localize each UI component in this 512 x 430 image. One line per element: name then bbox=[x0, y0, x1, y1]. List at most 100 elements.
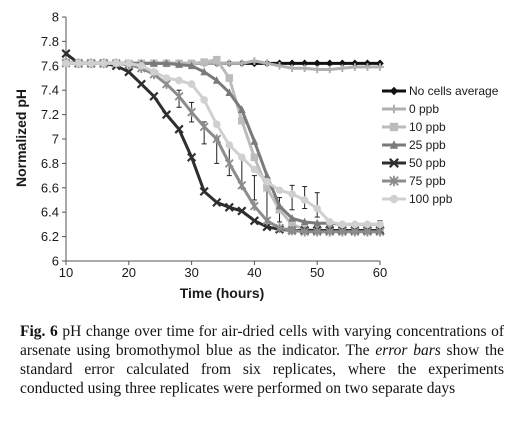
point bbox=[376, 63, 384, 71]
point bbox=[250, 165, 259, 174]
point bbox=[288, 59, 296, 68]
legend-item: No cells average bbox=[382, 84, 499, 98]
point bbox=[325, 59, 334, 68]
point bbox=[375, 226, 385, 237]
point bbox=[174, 91, 184, 102]
point bbox=[175, 60, 183, 68]
point bbox=[325, 65, 334, 74]
point bbox=[389, 175, 399, 187]
point bbox=[389, 158, 399, 168]
caption-text-2: show the standard error calculated from … bbox=[20, 342, 504, 397]
x-tick-label: 20 bbox=[122, 265, 136, 280]
point bbox=[175, 76, 183, 85]
point bbox=[238, 105, 246, 114]
series-lines bbox=[61, 49, 385, 237]
point bbox=[161, 110, 172, 120]
point bbox=[262, 215, 272, 226]
legend: No cells average 0 ppb 10 ppb 25 ppb 50 ppb 7… bbox=[382, 84, 499, 206]
legend-item: 50 ppb bbox=[382, 156, 446, 170]
point bbox=[212, 120, 221, 129]
legend-label: 100 ppb bbox=[409, 192, 453, 206]
point bbox=[200, 58, 208, 66]
x-tick-label: 10 bbox=[59, 265, 73, 280]
point bbox=[389, 104, 399, 114]
point bbox=[250, 137, 259, 145]
point bbox=[300, 217, 309, 226]
point bbox=[250, 153, 259, 162]
point bbox=[61, 49, 71, 59]
y-tick-label: 8 bbox=[52, 10, 59, 25]
series-line bbox=[66, 61, 380, 226]
point bbox=[249, 201, 259, 211]
point bbox=[275, 186, 284, 195]
point bbox=[300, 59, 309, 68]
point bbox=[150, 68, 158, 76]
point bbox=[212, 197, 222, 208]
point bbox=[288, 214, 296, 222]
point bbox=[149, 91, 159, 101]
point bbox=[288, 64, 296, 73]
point bbox=[225, 59, 234, 68]
point bbox=[250, 57, 259, 65]
point bbox=[162, 74, 171, 82]
point bbox=[389, 140, 399, 149]
point bbox=[300, 226, 310, 237]
figure-caption: Fig. 6 pH change over time for air-dried… bbox=[20, 322, 504, 398]
legend-label: No cells average bbox=[409, 84, 499, 98]
point bbox=[212, 55, 221, 64]
point bbox=[363, 220, 372, 229]
x-axis-title: Time (hours) bbox=[180, 285, 265, 301]
legend-label: 0 ppb bbox=[409, 102, 439, 116]
series-line bbox=[65, 52, 380, 232]
point bbox=[313, 59, 321, 68]
point bbox=[313, 65, 321, 74]
point bbox=[376, 220, 384, 229]
point bbox=[225, 74, 234, 82]
point bbox=[363, 226, 372, 237]
series-2 bbox=[62, 55, 384, 235]
point bbox=[275, 205, 284, 214]
point bbox=[389, 122, 399, 132]
point bbox=[225, 141, 234, 149]
point bbox=[74, 59, 83, 68]
error-bar bbox=[251, 175, 257, 201]
point bbox=[187, 61, 196, 70]
point bbox=[275, 201, 284, 210]
point bbox=[238, 116, 246, 125]
point bbox=[263, 171, 271, 179]
point bbox=[249, 216, 259, 226]
point bbox=[389, 86, 399, 96]
point bbox=[275, 223, 284, 233]
point bbox=[338, 220, 347, 229]
point bbox=[187, 107, 197, 117]
axes: 6 6.2 6.4 6.6 6.8 7 7.2 7.4 7.6 7.8 8 10 20 30 40 50 60 bbox=[41, 10, 387, 281]
caption-italic: error bars bbox=[375, 342, 441, 359]
series-4 bbox=[61, 49, 385, 236]
point bbox=[136, 79, 146, 89]
legend-label: 50 ppb bbox=[409, 156, 446, 170]
point bbox=[187, 152, 197, 162]
legend-label: 10 ppb bbox=[409, 120, 446, 134]
point bbox=[263, 184, 271, 192]
point bbox=[87, 59, 95, 68]
y-tick-label: 6.8 bbox=[41, 156, 59, 171]
legend-item: 100 ppb bbox=[382, 192, 453, 206]
point bbox=[212, 76, 221, 84]
y-tick-label: 7.6 bbox=[41, 58, 59, 73]
y-tick-label: 7.2 bbox=[41, 107, 59, 122]
point bbox=[200, 96, 208, 104]
legend-item: 10 ppb bbox=[382, 120, 446, 134]
point bbox=[300, 64, 309, 73]
point bbox=[312, 226, 322, 237]
y-tick-label: 6 bbox=[52, 254, 59, 269]
y-axis-title: Normalized pH bbox=[13, 89, 29, 187]
point bbox=[225, 88, 234, 96]
point bbox=[300, 196, 309, 204]
point bbox=[199, 122, 209, 132]
figure-label: Fig. 6 bbox=[20, 323, 58, 340]
point bbox=[389, 194, 399, 204]
point bbox=[337, 226, 347, 237]
point bbox=[238, 153, 246, 162]
y-tick-label: 6.2 bbox=[41, 229, 59, 244]
